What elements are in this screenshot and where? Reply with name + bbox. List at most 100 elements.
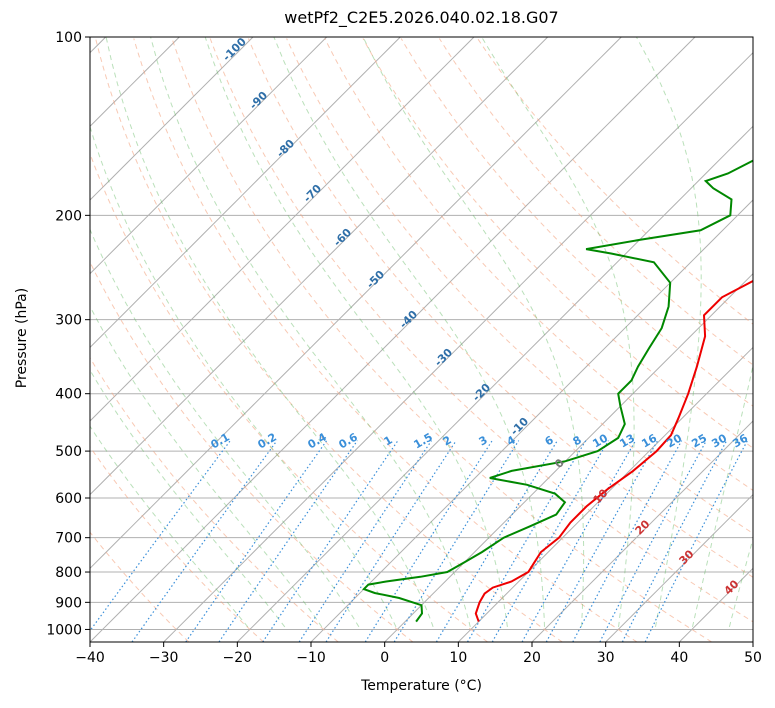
dewpoint-line — [362, 159, 753, 623]
isotherm-line — [605, 493, 753, 642]
mixing-ratio-line — [218, 440, 358, 642]
isotherm-line — [531, 420, 753, 642]
isotherm-line — [457, 346, 753, 642]
isotherm-line — [236, 125, 753, 642]
mixing-ratio-label: 16 — [639, 431, 659, 450]
x-tick-label: 10 — [449, 650, 467, 666]
moist-adiabat-label: 30 — [677, 547, 697, 567]
dry-adiabat-label: -50 — [364, 268, 387, 291]
mixing-ratio-line — [599, 440, 707, 642]
dry-adiabat-line — [90, 356, 339, 642]
dry-adiabat-label: -70 — [301, 182, 324, 205]
isotherm-line — [90, 37, 696, 642]
dry-adiabat-label: -60 — [331, 226, 354, 249]
moist-adiabat-line — [150, 37, 471, 628]
dry-adiabat-line — [90, 260, 414, 642]
x-tick-label: −10 — [296, 650, 326, 666]
mixing-ratio-line — [466, 440, 587, 642]
dry-adiabat-line — [247, 38, 753, 578]
mixing-ratio-line — [435, 440, 558, 642]
dry-adiabat-label: -80 — [274, 137, 297, 160]
mixing-ratio-line — [572, 440, 683, 642]
isotherm-line — [752, 641, 753, 642]
moist-adiabat-line — [481, 37, 635, 627]
dry-adiabat-line — [400, 38, 753, 407]
mixing-ratio-line — [325, 440, 457, 642]
moist-adiabat-line — [90, 125, 397, 628]
dry-adiabat-line — [438, 38, 753, 366]
dry-adiabat-line — [362, 38, 753, 449]
y-tick-label: 400 — [55, 387, 82, 403]
dry-adiabat-label: -30 — [432, 346, 455, 369]
y-tick-label: 700 — [55, 531, 82, 547]
moist-adiabat-line — [90, 228, 360, 628]
dry-adiabat-line — [477, 38, 753, 325]
mixing-ratio-label: 10 — [590, 431, 610, 450]
mixing-ratio-label: 0.1 — [209, 430, 232, 451]
x-tick-label: 30 — [597, 650, 615, 666]
mixing-ratio-line — [262, 440, 399, 642]
isotherm-line — [310, 199, 753, 642]
mixing-ratio-label: 3 — [477, 433, 490, 448]
moist-adiabat-label: 20 — [633, 517, 653, 537]
y-tick-label: 1000 — [46, 622, 82, 638]
moist-adiabat-line — [273, 37, 545, 627]
x-tick-label: 50 — [744, 650, 762, 666]
y-tick-label: 300 — [55, 313, 82, 329]
x-tick-label: 20 — [523, 650, 541, 666]
moist-adiabat-label: 0 — [552, 456, 567, 471]
isotherm-line — [90, 37, 475, 422]
moist-adiabat-line — [635, 37, 702, 627]
moist-adiabat-line — [692, 363, 753, 628]
mixing-ratio-line — [545, 440, 659, 642]
dry-adiabat-label: -40 — [397, 308, 420, 331]
mixing-ratio-line — [185, 440, 328, 642]
y-tick-label: 500 — [55, 444, 82, 460]
dry-adiabat-line — [90, 152, 488, 642]
isotherm-line — [90, 37, 328, 275]
dry-adiabat-label: -20 — [470, 381, 493, 404]
dry-adiabat-line — [324, 38, 753, 491]
y-tick-label: 800 — [55, 565, 82, 581]
moist-adiabat-label: 40 — [722, 577, 742, 597]
moist-adiabat-line — [204, 37, 508, 627]
y-tick-label: 900 — [55, 595, 82, 611]
moist-adiabat-line — [728, 536, 753, 628]
y-tick-label: 200 — [55, 208, 82, 224]
isotherm-line — [90, 37, 622, 570]
x-tick-label: 40 — [670, 650, 688, 666]
x-axis-label: Temperature (°C) — [361, 678, 482, 694]
mixing-ratio-line — [90, 440, 231, 632]
mixing-ratio-line — [644, 440, 748, 642]
isotherm-line — [90, 37, 401, 349]
mixing-ratio-line — [521, 440, 637, 642]
x-tick-label: −30 — [149, 650, 179, 666]
y-tick-label: 600 — [55, 491, 82, 507]
moist-adiabat-line — [90, 369, 286, 628]
dry-adiabat-line — [209, 38, 753, 623]
dry-adiabat-line — [286, 38, 753, 535]
plot-frame — [89, 36, 754, 643]
mixing-ratio-line — [364, 440, 493, 642]
isotherm-line — [90, 37, 549, 496]
dry-adiabat-line — [95, 38, 563, 642]
dry-adiabat-line — [90, 531, 190, 642]
mixing-ratio-line — [621, 440, 728, 642]
x-tick-label: −40 — [75, 650, 105, 666]
y-tick-label: 100 — [55, 30, 82, 46]
mixing-ratio-label: 8 — [571, 433, 584, 448]
isotherm-line — [678, 567, 753, 642]
isotherm-line — [384, 272, 753, 642]
chart-title: wetPf2_C2E5.2026.040.02.18.G07 — [284, 8, 559, 27]
mixing-ratio-line — [393, 440, 520, 642]
dry-adiabat-label: -100 — [220, 35, 249, 64]
x-tick-label: 0 — [380, 650, 389, 666]
mixing-ratio-line — [298, 440, 432, 642]
dry-adiabat-line — [171, 38, 712, 642]
isotherm-line — [90, 37, 254, 201]
isotherm-line — [163, 51, 753, 642]
y-axis-label: Pressure (hPa) — [14, 287, 30, 389]
moist-adiabat-line — [362, 37, 585, 627]
temperature-line — [474, 279, 753, 622]
